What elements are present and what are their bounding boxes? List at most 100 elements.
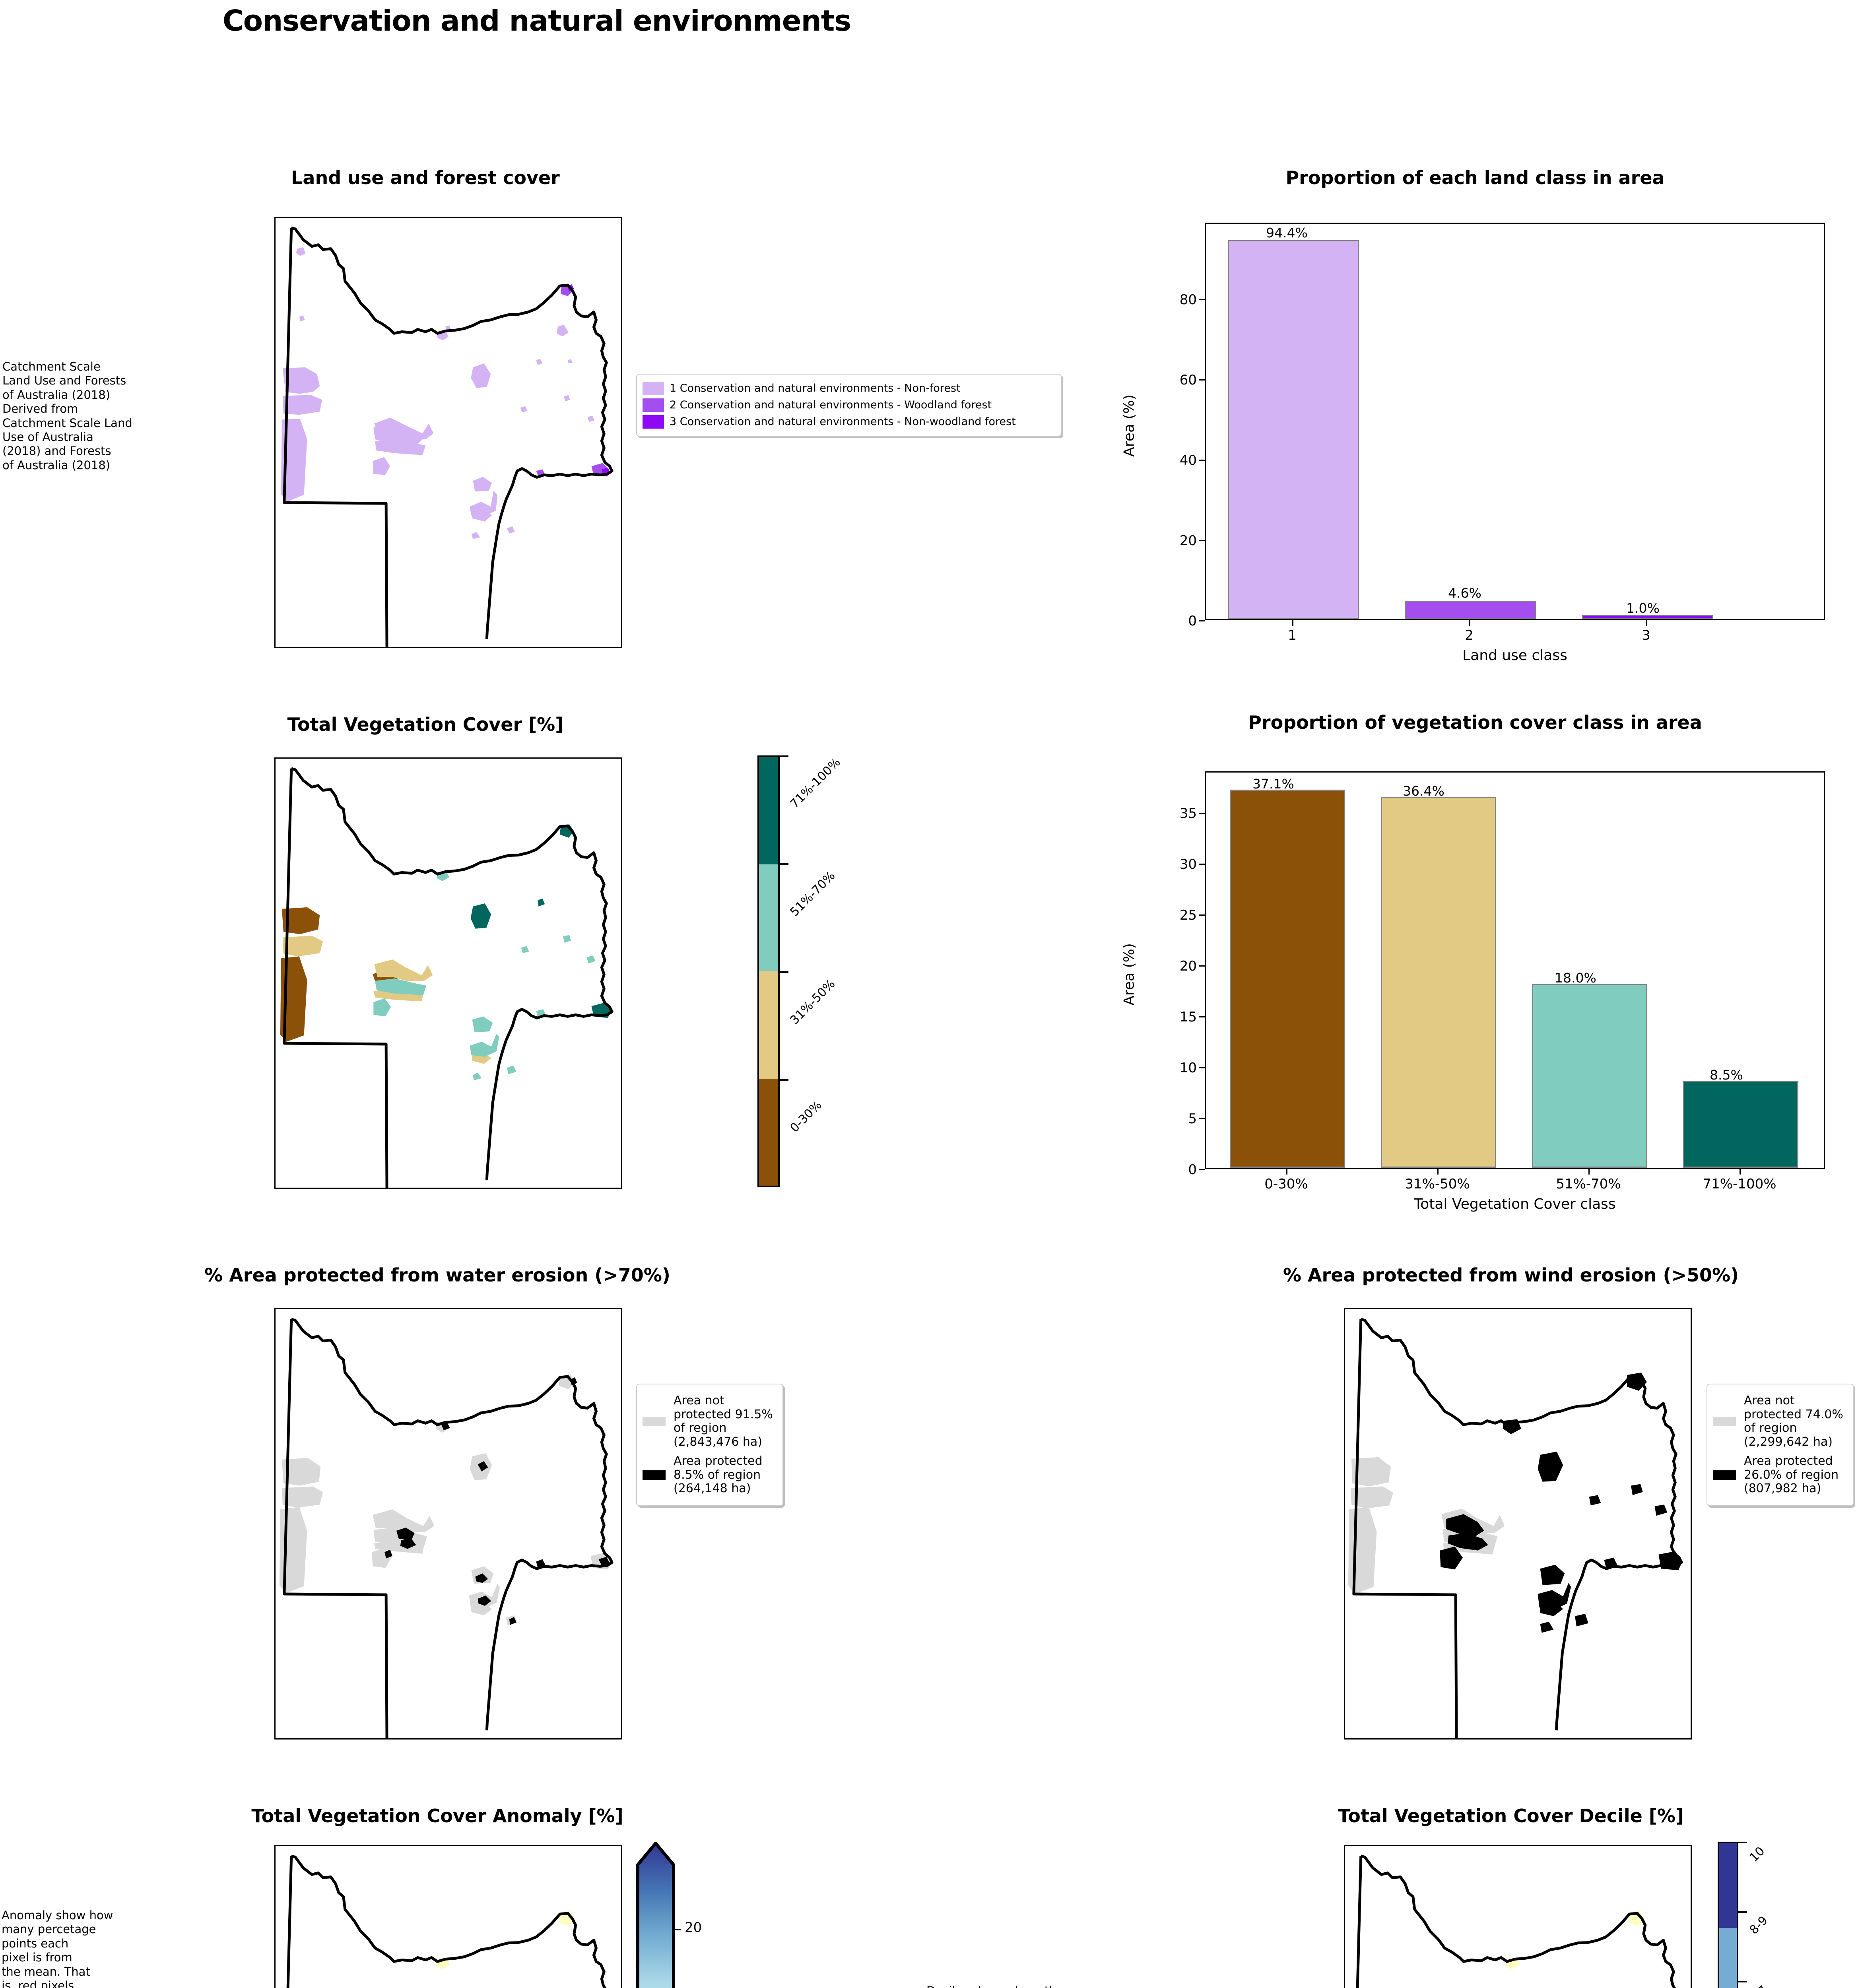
cbar-tick — [1738, 1911, 1747, 1913]
wind-erosion-map[interactable] — [1344, 1308, 1692, 1740]
legend-item: Area protected 26.0% of region (807,982 … — [1713, 1454, 1847, 1496]
ytick-20: 20 — [1179, 958, 1197, 974]
vegcover-colorbar-bar — [757, 755, 780, 1187]
vegcover-cbar-label-31-50: 31%-50% — [787, 977, 838, 1027]
decile-note: Deciles show where the pixel value lies … — [926, 1984, 1149, 1988]
water-erosion-swatch-protected — [643, 1470, 666, 1480]
xtick-31-50: 31%-50% — [1405, 1176, 1470, 1192]
anomaly-map[interactable] — [274, 1845, 622, 1988]
ytick-mark — [1199, 1169, 1205, 1170]
ytick-mark — [1199, 540, 1205, 541]
ytick-5: 5 — [1188, 1111, 1197, 1127]
vegcover-map-title: Total Vegetation Cover [%] — [287, 714, 564, 735]
wind-erosion-label-protected: Area protected 26.0% of region (807,982 … — [1744, 1454, 1839, 1495]
bar-51-70[interactable] — [1532, 984, 1647, 1168]
ytick-20: 20 — [1179, 533, 1197, 549]
legend-item: 3 Conservation and natural environments … — [643, 415, 1055, 429]
wind-erosion-map-graphic — [1348, 1318, 1683, 1738]
bar-31-50[interactable] — [1381, 797, 1496, 1168]
vegcover-map-title-wrap: Total Vegetation Cover [%] — [247, 714, 604, 735]
water-erosion-swatch-not-protected — [643, 1417, 666, 1426]
landuse-plot-area — [1205, 223, 1825, 620]
wind-erosion-swatch-protected — [1713, 1470, 1736, 1480]
anomaly-map-graphic — [286, 1854, 607, 1988]
page-title: Conservation and natural environments — [222, 4, 851, 37]
bar-2[interactable] — [1405, 601, 1536, 619]
ytick-80: 80 — [1179, 292, 1197, 308]
xtick-51-70: 51%-70% — [1556, 1176, 1621, 1192]
decile-colorbar: 10 8-9 4-7 2-3 1 — [1718, 1842, 1858, 1988]
water-erosion-legend: Area not protected 91.5% of region (2,84… — [636, 1384, 783, 1506]
ytick-35: 35 — [1179, 806, 1197, 821]
vegcover-map[interactable] — [274, 757, 622, 1189]
vegcover-seg-71-100 — [759, 757, 778, 864]
ytick-mark — [1199, 379, 1205, 381]
landuse-label-1: 1 Conservation and natural environments … — [670, 382, 961, 395]
anomaly-colorbar-graphic — [636, 1842, 675, 1988]
legend-item: 2 Conservation and natural environments … — [643, 398, 1055, 412]
ytick-mark — [1199, 299, 1205, 300]
cbar-tick — [1738, 1981, 1747, 1982]
bar-71-100[interactable] — [1683, 1081, 1798, 1168]
ytick-40: 40 — [1179, 452, 1197, 468]
vegcover-chart-xlabel: Total Vegetation Cover class — [1414, 1196, 1616, 1212]
xtick-3: 3 — [1642, 627, 1650, 643]
bar-3[interactable] — [1582, 615, 1713, 619]
ytick-mark — [1199, 914, 1205, 916]
vegcover-seg-51-70 — [759, 864, 778, 971]
cbar-tick — [780, 755, 788, 757]
ytick-25: 25 — [1179, 907, 1197, 923]
wind-erosion-legend: Area not protected 74.0% of region (2,29… — [1707, 1384, 1854, 1506]
xtick-0-30: 0-30% — [1264, 1176, 1308, 1192]
wind-erosion-swatch-not-protected — [1713, 1417, 1736, 1426]
landuse-map-title-wrap: Land use and forest cover — [247, 167, 604, 188]
xtick-2: 2 — [1465, 627, 1474, 643]
xtick-mark — [1588, 1169, 1590, 1175]
ytick-mark — [1199, 813, 1205, 814]
decile-seg-10 — [1719, 1843, 1737, 1928]
ytick-15: 15 — [1179, 1009, 1197, 1025]
landuse-swatch-2 — [643, 398, 664, 412]
landuse-map[interactable] — [274, 217, 622, 648]
water-erosion-title-wrap: % Area protected from water erosion (>70… — [175, 1264, 700, 1286]
bar-0-30[interactable] — [1230, 790, 1345, 1168]
bar-label-51-70: 18.0% — [1555, 970, 1596, 986]
landuse-label-2: 2 Conservation and natural environments … — [670, 399, 992, 412]
water-erosion-map-graphic — [279, 1318, 614, 1738]
legend-item: Area not protected 74.0% of region (2,29… — [1713, 1394, 1847, 1449]
landuse-legend: 1 Conservation and natural environments … — [636, 374, 1062, 437]
cbar-tick — [780, 1079, 788, 1081]
vegcover-chart-title: Proportion of vegetation cover class in … — [1248, 712, 1702, 733]
cbar-tick — [674, 1929, 681, 1930]
bar-label-31-50: 36.4% — [1403, 783, 1444, 799]
water-erosion-label-not-protected: Area not protected 91.5% of region (2,84… — [674, 1394, 773, 1449]
ytick-mark — [1199, 864, 1205, 865]
water-erosion-label-protected: Area protected 8.5% of region (264,148 h… — [674, 1454, 763, 1495]
cbar-tick — [780, 971, 788, 973]
wind-erosion-label-not-protected: Area not protected 74.0% of region (2,29… — [1744, 1394, 1843, 1449]
landuse-chart: Proportion of each land class in area 94… — [1105, 167, 1845, 668]
vegcover-plot-area — [1205, 771, 1825, 1169]
ytick-mark — [1199, 1118, 1205, 1119]
decile-cbar-label-10: 10 — [1747, 1844, 1768, 1865]
ytick-mark — [1199, 965, 1205, 967]
xtick-mark — [1286, 1169, 1287, 1175]
legend-item: Area protected 8.5% of region (264,148 h… — [643, 1454, 777, 1496]
legend-item: 1 Conservation and natural environments … — [643, 382, 1055, 395]
anomaly-tick-20: 20 — [685, 1920, 702, 1936]
anomaly-title-wrap: Total Vegetation Cover Anomaly [%] — [175, 1805, 700, 1827]
anomaly-map-title: Total Vegetation Cover Anomaly [%] — [251, 1805, 623, 1827]
vegcover-cbar-label-0-30: 0-30% — [787, 1098, 825, 1135]
decile-map[interactable] — [1344, 1845, 1692, 1988]
ytick-60: 60 — [1179, 372, 1197, 388]
ytick-mark — [1199, 1067, 1205, 1068]
ytick-mark — [1199, 620, 1205, 621]
landuse-map-graphic — [281, 226, 614, 647]
xtick-71-100: 71%-100% — [1703, 1176, 1776, 1192]
landuse-source-note: Catchment Scale Land Use and Forests of … — [2, 360, 132, 472]
ytick-30: 30 — [1179, 856, 1197, 872]
bar-1[interactable] — [1228, 240, 1359, 619]
vegcover-seg-0-30 — [759, 1078, 778, 1186]
decile-cbar-label-4-7: 4-7 — [1747, 1983, 1771, 1988]
water-erosion-map[interactable] — [274, 1308, 622, 1740]
